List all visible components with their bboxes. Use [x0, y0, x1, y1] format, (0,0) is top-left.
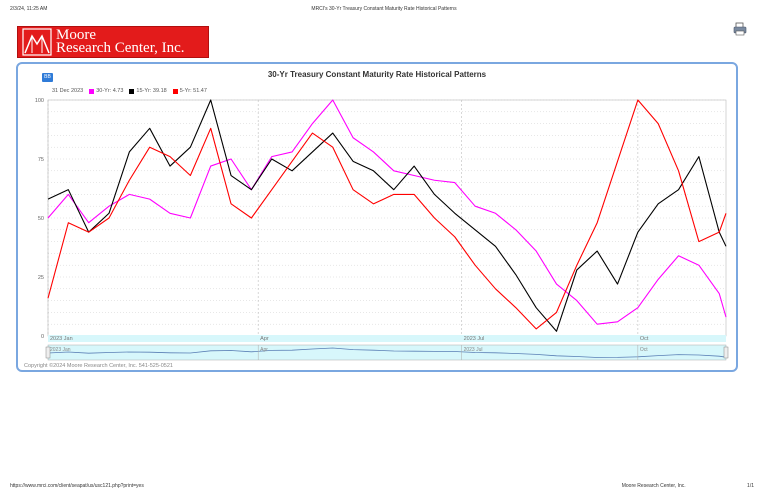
series-line-s15 — [47, 99, 727, 332]
series-line-s5 — [47, 99, 727, 330]
y-tick-label: 25 — [38, 275, 44, 281]
logo-line2: Research Center, Inc. — [56, 40, 185, 56]
legend-swatch-5yr — [172, 88, 178, 94]
print-page-title: MRCI's 30-Yr Treasury Constant Maturity … — [311, 6, 457, 12]
legend-label-15yr: 15-Yr: 39.18 — [136, 88, 167, 94]
legend-label-5yr: 5-Yr: 51.47 — [179, 88, 207, 94]
x-tick-label: 2023 Jan — [50, 336, 73, 342]
chart-panel: BB 30-Yr Treasury Constant Maturity Rate… — [16, 62, 738, 372]
legend-label-30yr: 30-Yr: 4.73 — [96, 88, 124, 94]
x-axis-band — [48, 335, 726, 342]
footer-right: Moore Research Center, Inc. 1/1 — [622, 483, 754, 489]
navigator-tick-label: 2023 Jan — [50, 347, 71, 353]
navigator-line — [47, 347, 727, 358]
moore-logo[interactable]: Moore Research Center, Inc. — [17, 26, 209, 58]
x-tick-label: 2023 Jul — [464, 336, 485, 342]
printer-icon[interactable] — [733, 22, 747, 36]
series-line-s30 — [47, 99, 727, 325]
print-datetime: 2/3/24, 11:25 AM — [10, 6, 48, 12]
chart-title: 30-Yr Treasury Constant Maturity Rate Hi… — [267, 70, 487, 79]
legend-swatch-15yr — [129, 88, 135, 94]
legend: 31 Dec 2023 30-Yr: 4.73 15-Yr: 39.18 5-Y… — [52, 88, 207, 94]
legend-date: 31 Dec 2023 — [52, 88, 84, 94]
footer-brand: Moore Research Center, Inc. — [621, 483, 686, 489]
footer-page: 1/1 — [747, 483, 754, 489]
legend-item-5yr[interactable]: 5-Yr: 51.47 — [172, 88, 207, 94]
x-tick-label: Apr — [260, 336, 269, 342]
navigator-tick-label: Oct — [640, 347, 648, 353]
legend-item-15yr[interactable]: 15-Yr: 39.18 — [129, 88, 167, 94]
y-tick-label: 50 — [38, 216, 44, 222]
footer-url: https://www.mrci.com/client/seapat/us/us… — [10, 483, 144, 489]
logo-line1: Moore — [56, 27, 96, 43]
legend-swatch-30yr — [89, 88, 95, 94]
x-tick-label: Oct — [640, 336, 649, 342]
navigator-tick-label: 2023 Jul — [464, 347, 483, 353]
copyright-text: Copyright ©2024 Moore Research Center, I… — [24, 363, 173, 369]
navigator-handle-right — [723, 346, 729, 359]
navigator-handle-left — [45, 346, 51, 359]
legend-item-30yr[interactable]: 30-Yr: 4.73 — [89, 88, 123, 94]
line-chart[interactable]: 100 75 50 25 0 2023 Jan Apr 2023 Jul Oct 2023 Jan… — [18, 64, 736, 370]
y-tick-label: 100 — [35, 98, 44, 104]
navigator-tick-label: Apr — [260, 347, 268, 353]
mrci-logo-mark-icon — [22, 28, 52, 56]
y-tick-label: 0 — [41, 334, 44, 340]
y-tick-label: 75 — [38, 157, 44, 163]
logo-text: Moore Research Center, Inc. — [56, 27, 185, 56]
bb-button[interactable]: BB — [42, 73, 53, 82]
